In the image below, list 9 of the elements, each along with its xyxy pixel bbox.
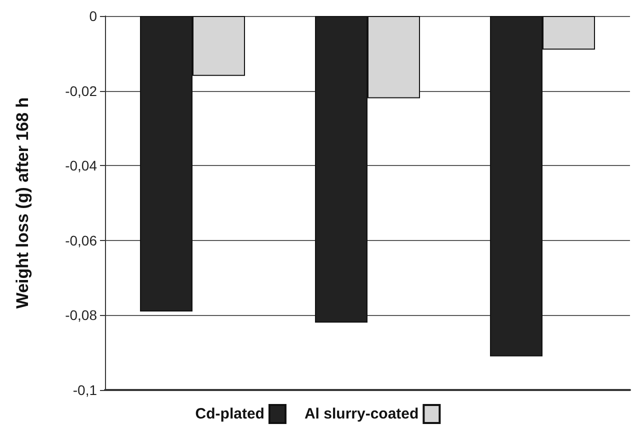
y-tick-label: -0,02	[65, 82, 98, 99]
y-tick-label: -0,04	[65, 158, 98, 174]
legend-label: Al slurry-coated	[304, 406, 419, 422]
y-tick-label: -0,06	[65, 232, 98, 248]
y-tick-label: -0,08	[65, 307, 98, 324]
y-tick-label: -0,1	[72, 382, 98, 398]
y-axis-title: Weight loss (g) after 168 h	[13, 97, 32, 309]
legend-label: Cd-plated	[195, 406, 264, 422]
y-tick-label: 0	[89, 8, 98, 24]
